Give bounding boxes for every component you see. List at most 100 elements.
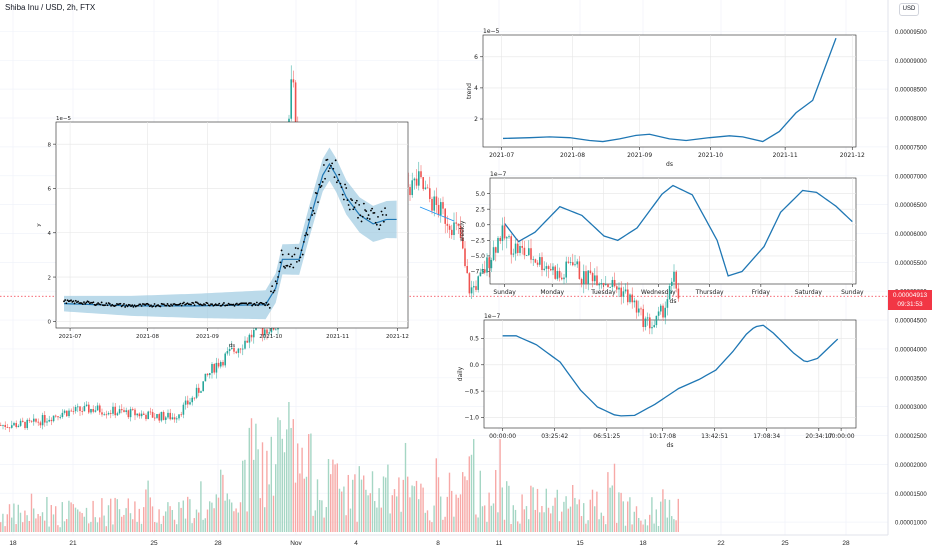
candle-body [180,414,182,416]
observed-point [303,240,305,243]
volume-bar [303,478,305,532]
x-tick-label: 2021-12 [386,334,409,340]
volume-bar [649,514,651,532]
candle-body [448,225,451,230]
symbol-title: Shiba Inu / USD, 2h, FTX [5,3,96,12]
volume-bar [193,518,195,532]
volume-bar [605,524,607,532]
observed-point [152,305,155,308]
candle-body [35,418,37,422]
volume-bar [332,459,334,532]
volume-bar [61,502,63,532]
candle-body [609,287,611,288]
candle-body [616,286,618,290]
volume-bar [407,476,409,532]
volume-bar [162,515,165,532]
observed-point [334,159,337,162]
candle-body [572,262,574,266]
candle-body [217,362,220,367]
volume-bar [255,423,257,532]
volume-bar [523,509,525,532]
observed-point [305,232,308,234]
volume-bar [323,517,325,532]
candle-body [477,276,479,290]
observed-point [83,301,85,303]
volume-bar [616,522,618,532]
volume-bar [477,517,479,532]
volume-bar [459,494,462,532]
time-tick-label: 25 [150,540,158,547]
offset-label: 1e−5 [56,116,71,122]
volume-bar [530,485,532,532]
volume-bar [310,433,312,532]
candle-body [510,236,512,255]
candle-body [107,413,110,415]
candle-body [497,237,499,253]
observed-point [168,305,171,308]
observed-point [140,305,143,307]
volume-bar [264,507,266,532]
volume-bar [503,519,506,532]
volume-bar [286,429,288,532]
candle-body [605,284,607,286]
currency-button[interactable]: USD [899,3,919,16]
volume-bar [488,492,490,532]
observed-point [344,183,346,186]
candle-body [136,413,138,416]
x-tick-label: Wednesday [641,289,676,296]
candle-body [598,284,600,286]
observed-point [227,302,230,305]
candle-body [613,279,616,287]
volume-bar [622,501,624,532]
volume-bar [664,499,666,532]
candle-body [30,420,33,422]
volume-bars [0,402,679,532]
candle-body [33,418,35,422]
volume-bar [363,475,365,532]
price-tick-label: 0.00005500 [895,261,927,267]
volume-bar [578,499,580,532]
volume-bar [305,476,308,532]
candle-body [189,402,191,405]
y-tick-label: 2 [474,116,478,123]
volume-bar [180,507,182,532]
observed-point [273,289,276,292]
observed-point [307,218,310,221]
time-axis[interactable]: 18 21 25 28 Nov 4 8 11 15 18 22 25 28 [0,534,888,547]
volume-bar [484,505,486,532]
observed-point [264,304,266,307]
observed-point [291,255,294,258]
volume-bar [290,427,292,532]
volume-bar [59,527,61,532]
candle-body [534,259,537,263]
volume-bar [217,497,220,532]
volume-bar [0,522,2,532]
volume-bar [435,458,437,532]
time-tick-label: 28 [842,540,850,547]
observed-point [77,300,80,303]
volume-bar [244,459,246,532]
price-axis[interactable]: 0.00009500 0.00009000 0.00008500 0.00008000… [887,0,927,535]
volume-bar [629,497,631,532]
volume-bar [132,519,134,532]
volume-bar [2,513,4,532]
candle-body [543,268,545,271]
volume-bar [422,487,424,532]
candle-body [167,412,169,418]
volume-bar [567,508,569,532]
observed-point [354,201,357,204]
candle-body [435,196,438,205]
volume-bar [246,511,248,532]
volume-bar [330,474,332,532]
volume-bar [437,477,440,532]
candle-body [620,287,622,297]
time-tick-label: 4 [354,540,358,547]
candle-body [268,332,270,334]
observed-point [327,170,330,173]
observed-point [328,167,331,170]
observed-point [235,302,238,305]
volume-bar [253,459,255,532]
volume-bar [528,519,530,532]
observed-point [320,185,323,187]
candle-body [506,237,508,239]
